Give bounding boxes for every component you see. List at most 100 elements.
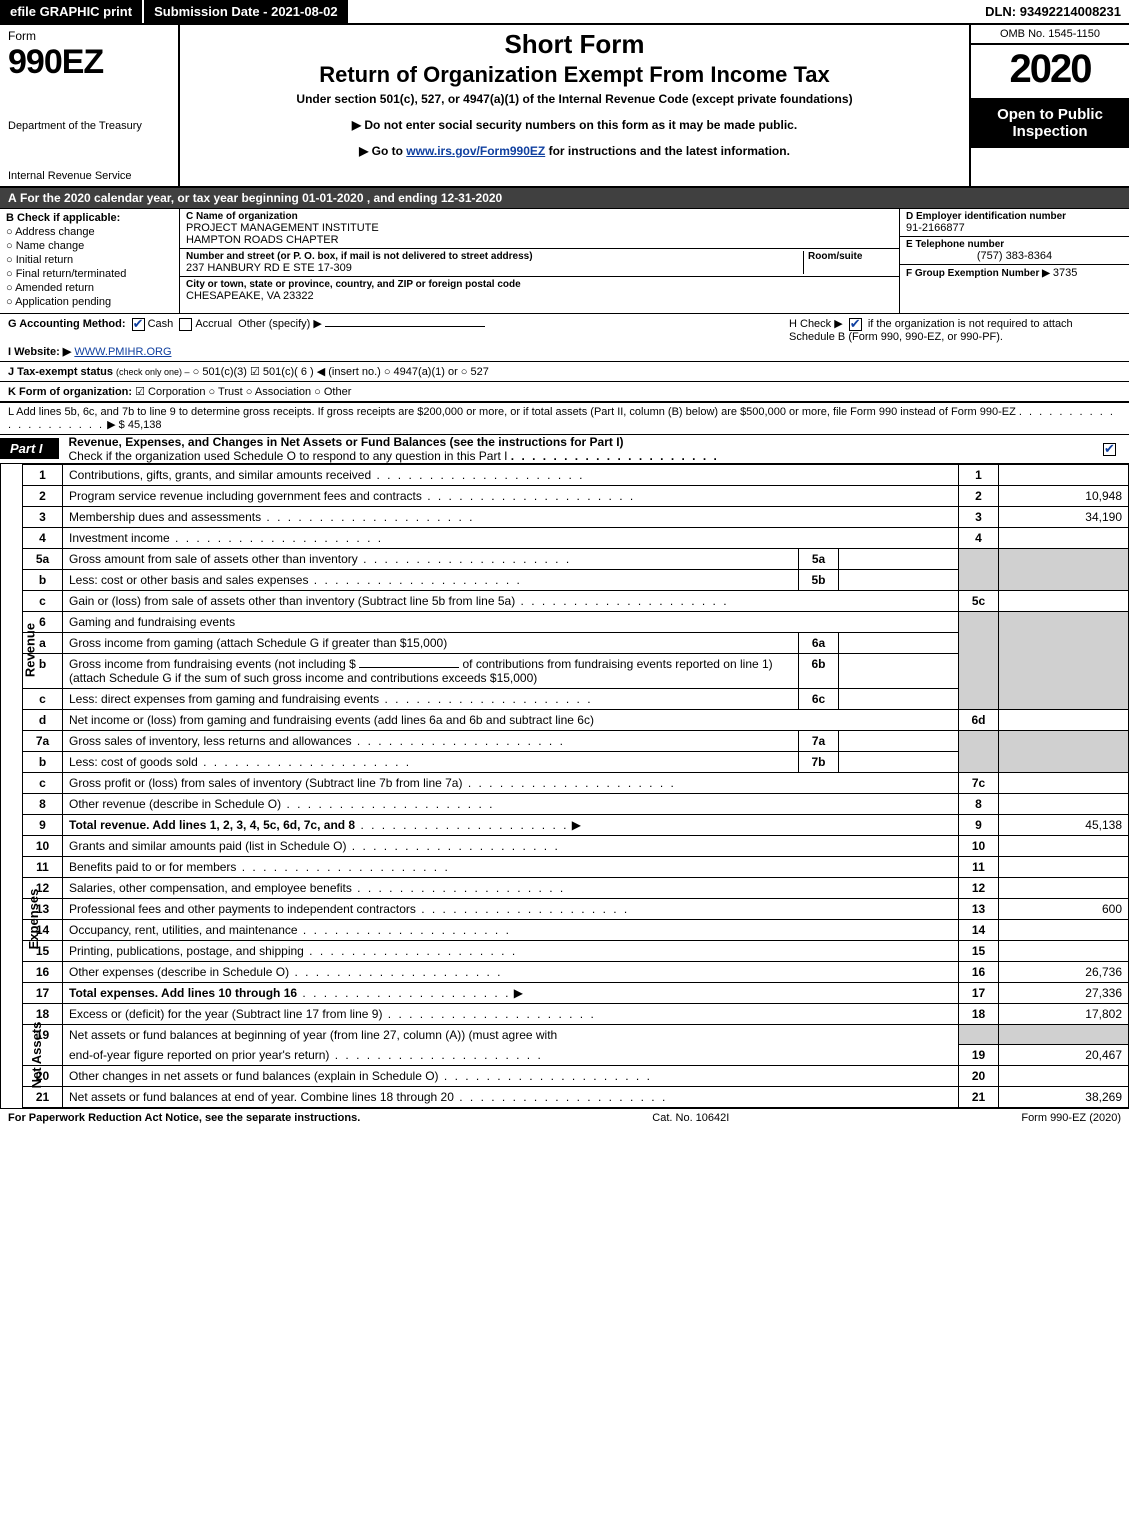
header-left: Form 990EZ Department of the Treasury In…: [0, 25, 180, 186]
form-number: 990EZ: [8, 43, 170, 82]
efile-print-button[interactable]: efile GRAPHIC print: [0, 0, 144, 23]
ln-11-no: 11: [23, 856, 63, 877]
chk-final-return[interactable]: Final return/terminated: [6, 268, 173, 280]
submission-date-button[interactable]: Submission Date - 2021-08-02: [144, 0, 350, 23]
ln-7c-desc: Gross profit or (loss) from sales of inv…: [63, 772, 959, 793]
ln-7a-text: Gross sales of inventory, less returns a…: [69, 734, 565, 748]
ln-5c-desc: Gain or (loss) from sale of assets other…: [63, 590, 959, 611]
label-a: A: [8, 191, 17, 205]
ln-5a-subno: 5a: [799, 548, 839, 569]
ln-6a-subval: [839, 632, 959, 653]
row-a-period: A For the 2020 calendar year, or tax yea…: [0, 188, 1129, 209]
phone-label: E Telephone number: [906, 239, 1123, 250]
chk-cash[interactable]: [132, 318, 145, 331]
city-block: City or town, state or province, country…: [180, 277, 899, 304]
ln-17-rno: 17: [959, 982, 999, 1003]
row-g: G Accounting Method: Cash Accrual Other …: [8, 317, 781, 358]
chk-amended-return[interactable]: Amended return: [6, 282, 173, 294]
note-ssn: ▶ Do not enter social security numbers o…: [188, 118, 961, 132]
ln-6b-blank[interactable]: [359, 667, 459, 668]
ln-7a-subno: 7a: [799, 730, 839, 751]
group-exemption-label: F Group Exemption Number ▶: [906, 268, 1050, 279]
lbl-cash: Cash: [148, 318, 174, 330]
org-name-2: HAMPTON ROADS CHAPTER: [186, 234, 893, 246]
ln-9-dots: [355, 818, 568, 832]
ln-11-desc: Benefits paid to or for members: [63, 856, 959, 877]
chk-name-change[interactable]: Name change: [6, 240, 173, 252]
ln-7c-val: [999, 772, 1129, 793]
ln-16-rno: 16: [959, 961, 999, 982]
omb-number: OMB No. 1545-1150: [971, 25, 1129, 45]
part-1-title: Revenue, Expenses, and Changes in Net As…: [59, 435, 1100, 463]
tax-year: 2020: [971, 45, 1129, 98]
ln-15-desc: Printing, publications, postage, and shi…: [63, 940, 959, 961]
ln-2-text: Program service revenue including govern…: [69, 489, 635, 503]
ln-7b-no: b: [23, 751, 63, 772]
chk-application-pending[interactable]: Application pending: [6, 296, 173, 308]
ln-15-text: Printing, publications, postage, and shi…: [69, 944, 517, 958]
ln-10-rno: 10: [959, 835, 999, 856]
dept-irs: Internal Revenue Service: [8, 170, 170, 182]
ln-21-desc: Net assets or fund balances at end of ye…: [63, 1087, 959, 1108]
ln-14-desc: Occupancy, rent, utilities, and maintena…: [63, 919, 959, 940]
row-h: H Check ▶ if the organization is not req…: [781, 317, 1121, 358]
ln-6c-subval: [839, 688, 959, 709]
irs-link[interactable]: www.irs.gov/Form990EZ: [406, 144, 545, 158]
chk-schedule-b[interactable]: [849, 318, 862, 331]
chk-accrual[interactable]: [179, 318, 192, 331]
ein-value: 91-2166877: [906, 222, 1123, 234]
ln-4-no: 4: [23, 527, 63, 548]
l-arrow: ▶ $: [107, 419, 125, 431]
ln-5a-no: 5a: [23, 548, 63, 569]
ln-19a-desc: Net assets or fund balances at beginning…: [63, 1024, 959, 1045]
ln-16-desc: Other expenses (describe in Schedule O): [63, 961, 959, 982]
page-footer: For Paperwork Reduction Act Notice, see …: [0, 1108, 1129, 1127]
ln-14-rno: 14: [959, 919, 999, 940]
street-value: 237 HANBURY RD E STE 17-309: [186, 262, 803, 274]
ln-11-rno: 11: [959, 856, 999, 877]
ln-8-desc: Other revenue (describe in Schedule O): [63, 793, 959, 814]
ln-5b-text: Less: cost or other basis and sales expe…: [69, 573, 522, 587]
ln-18-val: 17,802: [999, 1003, 1129, 1024]
dept-treasury: Department of the Treasury: [8, 120, 170, 132]
part-1-dots: [511, 449, 719, 463]
g-label: G Accounting Method:: [8, 318, 126, 330]
ln-20-rno: 20: [959, 1066, 999, 1087]
side-netassets: Net Assets: [1, 1003, 23, 1108]
ln-2-no: 2: [23, 485, 63, 506]
org-name-1: PROJECT MANAGEMENT INSTITUTE: [186, 222, 893, 234]
footer-right: Form 990-EZ (2020): [1021, 1112, 1121, 1124]
j-opts: ○ 501(c)(3) ☑ 501(c)( 6 ) ◀ (insert no.)…: [193, 366, 489, 378]
ln-7b-subno: 7b: [799, 751, 839, 772]
ln-5ab-grayval: [999, 548, 1129, 590]
ln-3-val: 34,190: [999, 506, 1129, 527]
ln-8-val: [999, 793, 1129, 814]
header-right: OMB No. 1545-1150 2020 Open to Public In…: [969, 25, 1129, 186]
ln-1-val: [999, 464, 1129, 485]
ln-21-no: 21: [23, 1087, 63, 1108]
website-link[interactable]: WWW.PMIHR.ORG: [74, 346, 171, 358]
ln-8-no: 8: [23, 793, 63, 814]
side-revenue: Revenue: [1, 464, 23, 835]
ln-21-rno: 21: [959, 1087, 999, 1108]
street-label: Number and street (or P. O. box, if mail…: [186, 251, 803, 262]
chk-initial-return[interactable]: Initial return: [6, 254, 173, 266]
part-1-check[interactable]: [1103, 443, 1116, 456]
ln-7c-text: Gross profit or (loss) from sales of inv…: [69, 776, 676, 790]
title-return: Return of Organization Exempt From Incom…: [188, 62, 961, 88]
part-1-check-wrap: [1100, 441, 1129, 455]
ln-11-val: [999, 856, 1129, 877]
ln-6d-desc: Net income or (loss) from gaming and fun…: [63, 709, 959, 730]
ln-1-text: Contributions, gifts, grants, and simila…: [69, 468, 585, 482]
ln-5c-no: c: [23, 590, 63, 611]
chk-address-change[interactable]: Address change: [6, 226, 173, 238]
ln-6-desc: Gaming and fundraising events: [63, 611, 959, 632]
ln-10-val: [999, 835, 1129, 856]
side-revenue-label: Revenue: [23, 622, 38, 676]
ln-4-text: Investment income: [69, 531, 383, 545]
ln-5b-desc: Less: cost or other basis and sales expe…: [63, 569, 799, 590]
subtitle-under: Under section 501(c), 527, or 4947(a)(1)…: [188, 92, 961, 106]
other-specify-line[interactable]: [325, 326, 485, 327]
i-label: I Website: ▶: [8, 346, 71, 358]
ln-5a-subval: [839, 548, 959, 569]
